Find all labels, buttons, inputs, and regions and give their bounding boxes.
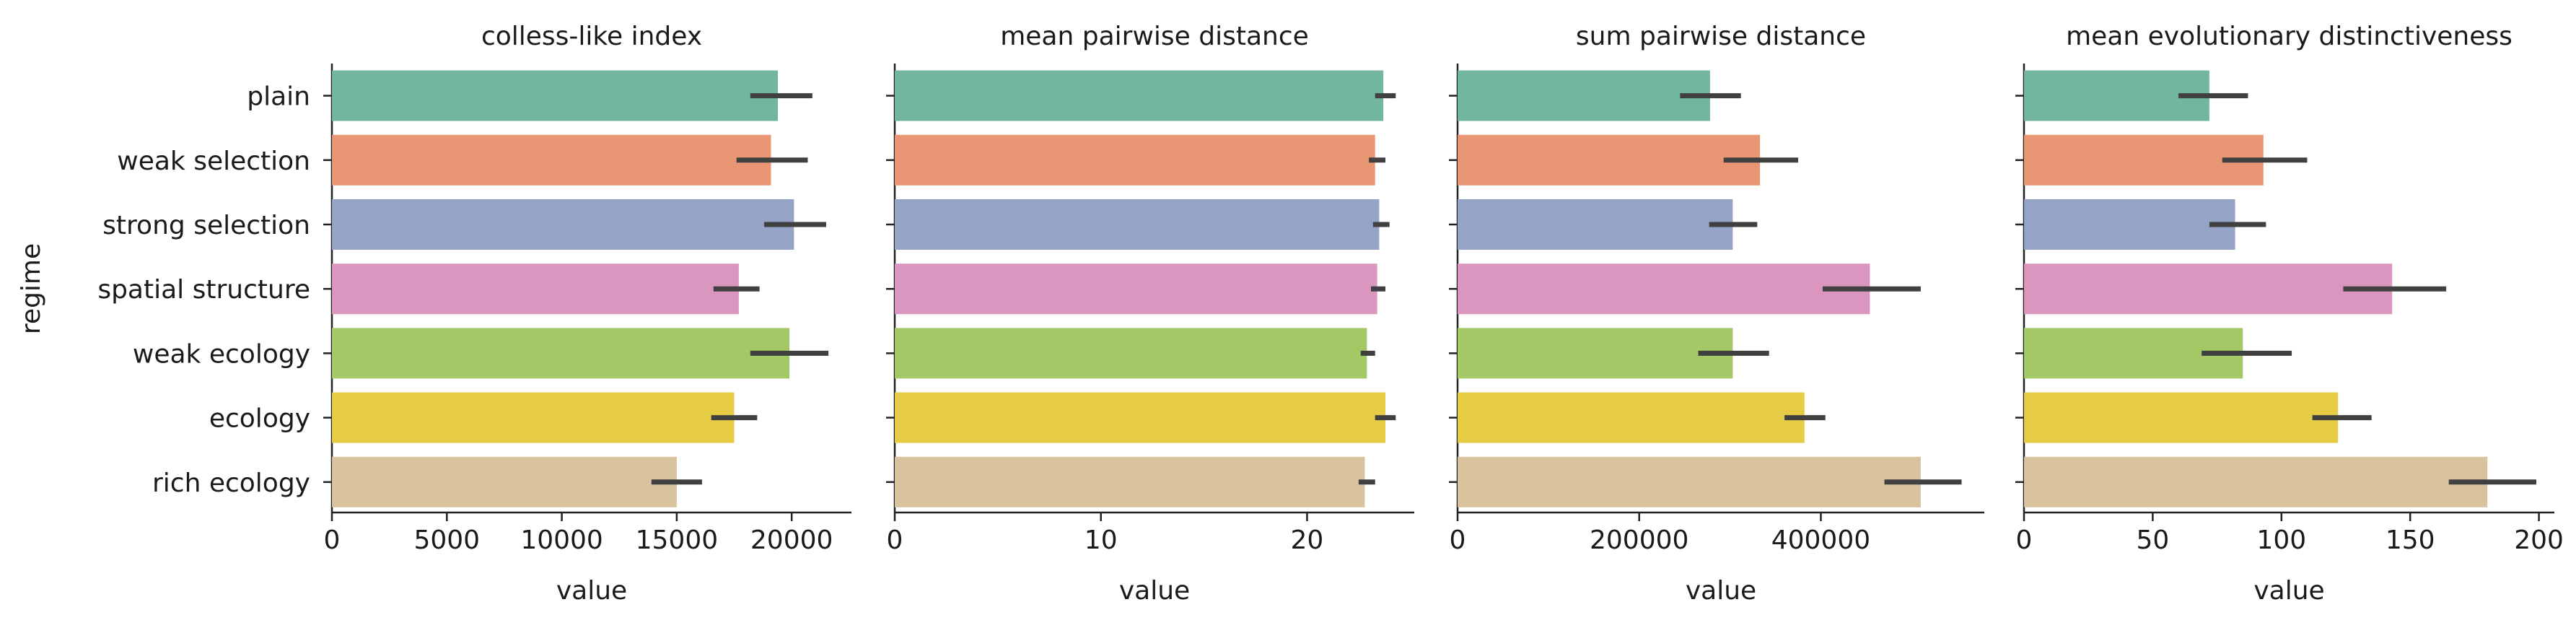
y-tick-label: weak ecology: [133, 339, 310, 369]
bar: [332, 456, 677, 507]
bar: [332, 134, 771, 186]
x-tick-label: 0: [887, 525, 903, 555]
y-tick-label: spatial structure: [97, 275, 310, 305]
bar: [895, 456, 1365, 507]
panel-title: mean evolutionary distinctiveness: [2066, 22, 2513, 51]
y-tick-label: plain: [247, 82, 310, 112]
x-tick-label: 100: [2256, 525, 2306, 555]
y-tick-label: ecology: [209, 404, 310, 434]
x-tick-label: 200000: [1590, 525, 1688, 555]
x-tick-label: 150: [2386, 525, 2435, 555]
bar: [2024, 199, 2235, 250]
panel-1: colless-like index plain weak selection str…: [97, 22, 851, 606]
bar: [1458, 392, 1805, 443]
x-axis-label: value: [556, 576, 627, 606]
x-axis-label: value: [1686, 576, 1756, 606]
bar: [332, 328, 789, 379]
y-axis-label: regime: [17, 243, 46, 334]
y-tick-label: rich ecology: [152, 468, 310, 498]
y-tick-label: weak selection: [117, 147, 310, 176]
y-tick-label: strong selection: [102, 211, 310, 240]
bar: [2024, 456, 2488, 507]
bar: [895, 328, 1367, 379]
x-tick-label: 20000: [750, 525, 833, 555]
bar: [2024, 263, 2393, 315]
panel-4: mean evolutionary distinctiveness 0 50 100 1…: [2015, 22, 2564, 606]
bar: [1458, 328, 1733, 379]
x-tick-label: 10000: [520, 525, 603, 555]
panel-title: colless-like index: [481, 22, 702, 51]
bar: [2024, 392, 2339, 443]
x-axis-label: value: [1119, 576, 1190, 606]
panel-3: sum pairwise distance 0 200000 400000 value: [1449, 22, 1984, 606]
bar: [332, 263, 739, 315]
bar: [1458, 70, 1710, 121]
panel-title: mean pairwise distance: [1000, 22, 1309, 51]
x-axis-label: value: [2253, 576, 2324, 606]
bar: [332, 199, 794, 250]
panel-2: mean pairwise distance 0 10 20 value: [886, 22, 1414, 606]
x-tick-label: 20: [1291, 525, 1324, 555]
bar: [1458, 456, 1921, 507]
x-tick-label: 10: [1085, 525, 1118, 555]
panels: colless-like index plain weak selection str…: [97, 22, 2564, 606]
x-tick-label: 400000: [1771, 525, 1870, 555]
x-tick-label: 0: [2016, 525, 2033, 555]
bar: [1458, 134, 1761, 186]
x-tick-label: 0: [324, 525, 341, 555]
bar: [895, 263, 1377, 315]
x-tick-label: 50: [2136, 525, 2169, 555]
bar: [1458, 263, 1870, 315]
panel-title: sum pairwise distance: [1576, 22, 1866, 51]
x-tick-label: 15000: [636, 525, 719, 555]
x-tick-label: 0: [1450, 525, 1466, 555]
x-tick-label: 5000: [413, 525, 480, 555]
bar: [895, 70, 1384, 121]
bar: [332, 70, 779, 121]
bar: [895, 134, 1375, 186]
x-tick-label: 200: [2514, 525, 2564, 555]
bar: [1458, 199, 1733, 250]
bar: [332, 392, 735, 443]
bar: [895, 392, 1385, 443]
bar: [895, 199, 1380, 250]
